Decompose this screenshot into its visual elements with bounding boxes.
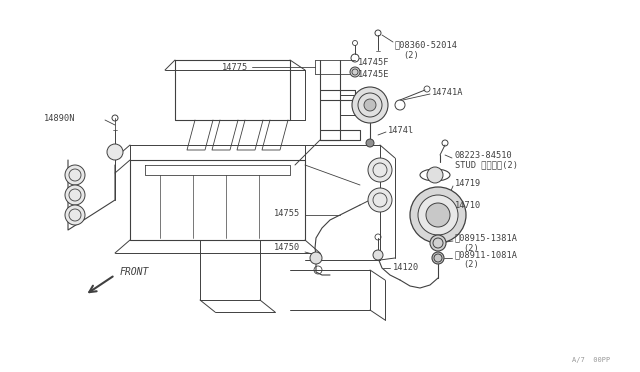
Text: (2): (2): [403, 51, 419, 60]
Circle shape: [368, 188, 392, 212]
Circle shape: [310, 252, 322, 264]
Text: 14750: 14750: [274, 244, 300, 253]
Text: 14745F: 14745F: [358, 58, 390, 67]
Circle shape: [107, 144, 123, 160]
Circle shape: [65, 165, 85, 185]
Text: 08223-84510: 08223-84510: [455, 151, 513, 160]
Text: 14775: 14775: [221, 62, 248, 71]
Circle shape: [65, 185, 85, 205]
Circle shape: [366, 139, 374, 147]
Text: (2): (2): [463, 260, 479, 269]
Text: 14719: 14719: [455, 179, 481, 187]
Circle shape: [418, 195, 458, 235]
Circle shape: [364, 99, 376, 111]
Circle shape: [432, 252, 444, 264]
Circle shape: [352, 87, 388, 123]
Text: STUD スタッド(2): STUD スタッド(2): [455, 160, 518, 170]
Text: Ⓞ08911-1081A: Ⓞ08911-1081A: [455, 250, 518, 260]
Circle shape: [368, 158, 392, 182]
Text: 14741A: 14741A: [432, 87, 463, 96]
Text: FRONT: FRONT: [120, 267, 149, 277]
Circle shape: [373, 250, 383, 260]
Circle shape: [430, 235, 446, 251]
Text: 1474l: 1474l: [388, 125, 414, 135]
Text: 14890N: 14890N: [44, 113, 75, 122]
Text: 14745E: 14745E: [358, 70, 390, 78]
Circle shape: [65, 205, 85, 225]
Circle shape: [426, 203, 450, 227]
Text: 14710: 14710: [455, 201, 481, 209]
Text: 14755: 14755: [274, 208, 300, 218]
Text: 14120: 14120: [393, 263, 419, 273]
Circle shape: [427, 167, 443, 183]
Text: Ⓝ08360-52014: Ⓝ08360-52014: [395, 41, 458, 49]
Text: A/7  00PP: A/7 00PP: [572, 357, 610, 363]
Circle shape: [410, 187, 466, 243]
Circle shape: [350, 67, 360, 77]
Text: (2): (2): [463, 244, 479, 253]
Text: Ⓞ08915-1381A: Ⓞ08915-1381A: [455, 234, 518, 243]
